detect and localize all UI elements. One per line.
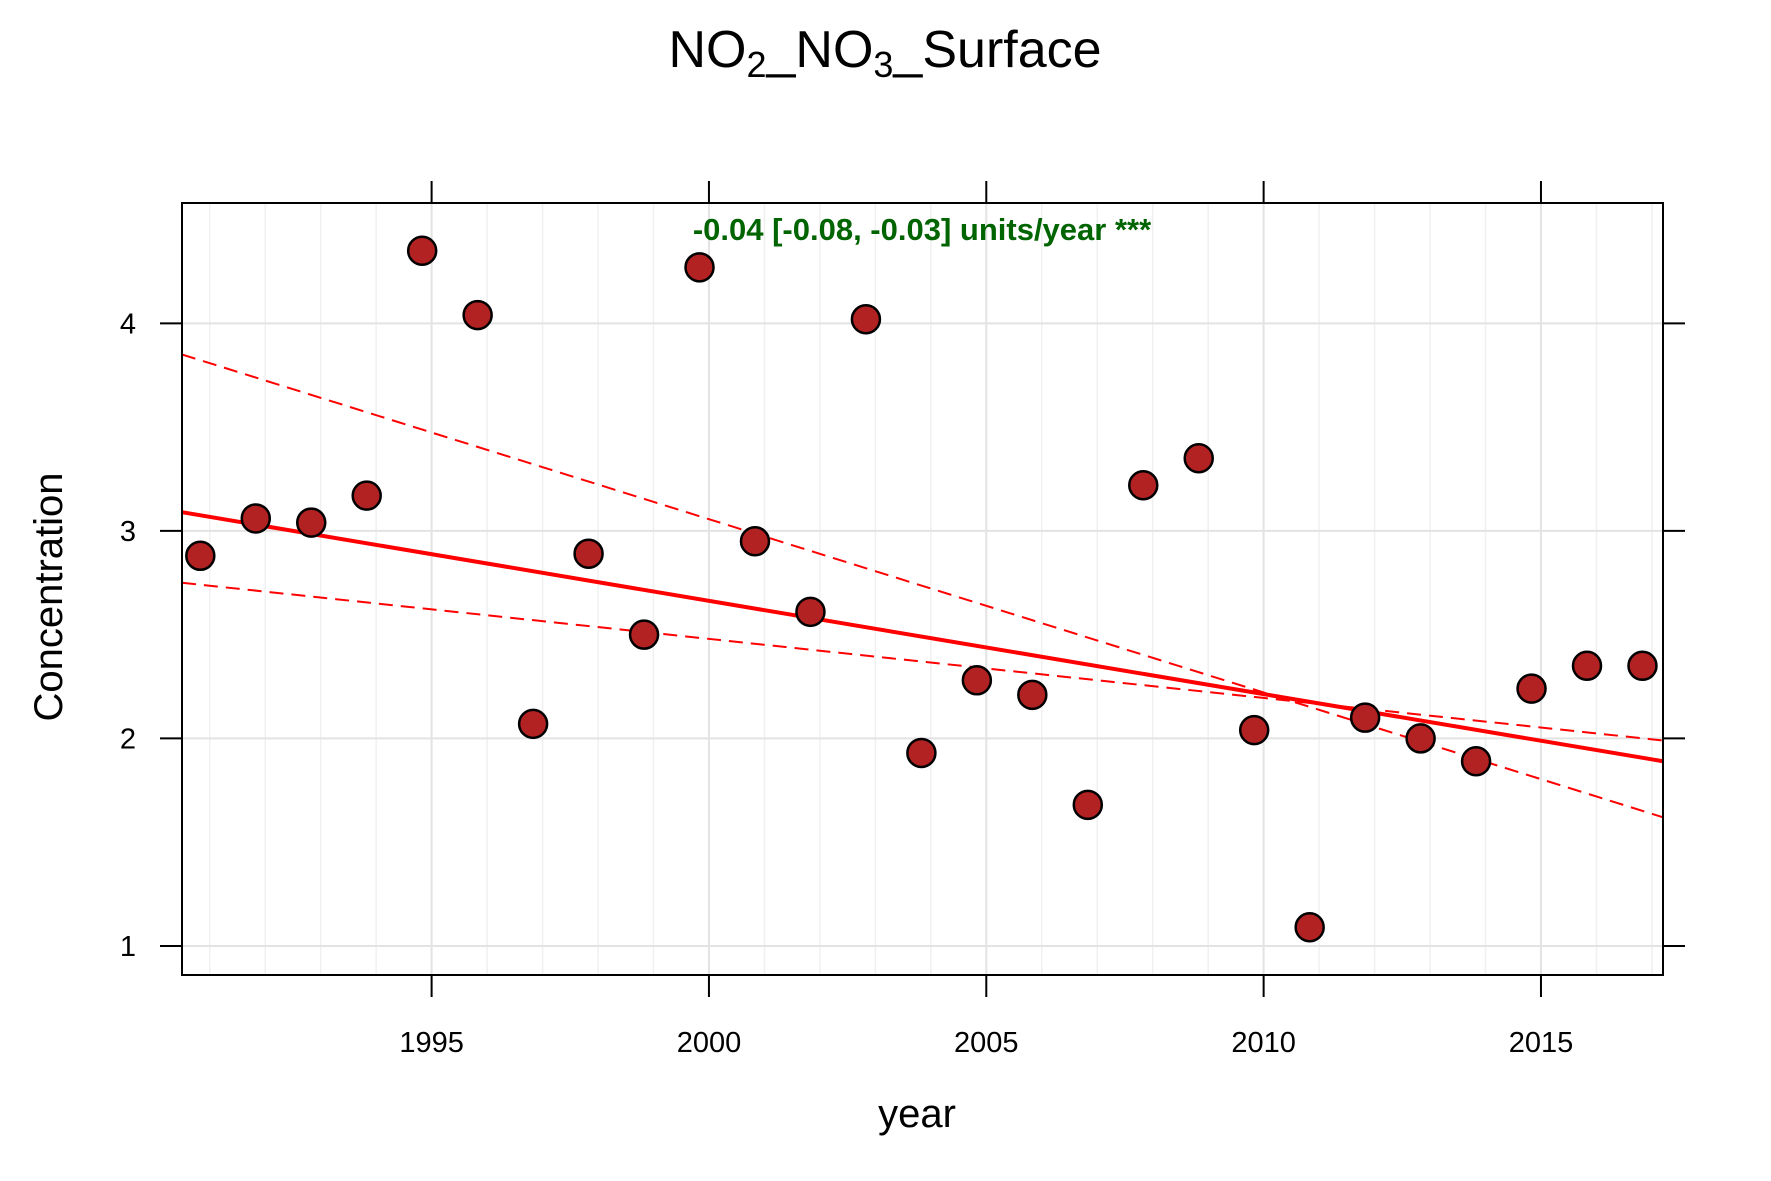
data-point [462,299,493,331]
confidence-interval-lines [181,353,1664,819]
y-tick-labels: 1 2 3 4 [120,308,136,963]
x-tick-label: 1995 [399,1027,464,1059]
data-point [684,252,715,283]
plot-frame [181,202,1664,976]
data-point [1571,650,1603,682]
x-axis-title: year [878,1092,956,1136]
data-point [1349,702,1381,733]
chart-title: NO2_NO3_Surface [668,21,1101,85]
title-part-prefix: NO [668,21,746,79]
data-point [240,503,272,534]
data-point [1460,745,1492,777]
title-part-suffix: _Surface [892,21,1101,79]
y-tick-label: 4 [120,308,136,340]
title-part-mid: _NO [765,21,873,79]
data-point [739,526,771,557]
data-point [1294,912,1325,943]
x-tick-label: 2000 [677,1027,742,1059]
data-point [1405,723,1436,754]
data-point [517,708,549,740]
x-tick-label: 2005 [954,1027,1019,1059]
x-tick-label: 2010 [1231,1027,1296,1059]
trend-line-group [181,510,1664,764]
data-point [795,596,826,628]
data-point [906,737,937,769]
data-point [1017,679,1048,711]
x-tick-labels: 1995 2000 2005 2010 2015 [399,1027,1573,1059]
data-point [1183,443,1214,474]
x-tick-label: 2015 [1509,1027,1574,1059]
axis-ticks [160,181,1685,997]
data-point [295,507,327,538]
ci-upper-line [181,353,1664,819]
trend-annotation: -0.04 [-0.08, -0.03] units/year *** [693,212,1152,247]
data-point [1516,673,1547,704]
data-point [185,540,216,572]
data-point [573,538,604,569]
data-point [850,303,882,335]
data-point [1238,714,1270,746]
grid-lines [182,203,1663,975]
data-point [1072,789,1104,821]
data-point [1128,469,1159,501]
y-tick-label: 3 [120,516,136,548]
data-point [351,480,382,511]
y-axis-title: Concentration [27,472,71,721]
data-point [1627,650,1658,682]
data-point [406,235,438,266]
title-subscript-1: 2 [746,44,766,85]
y-tick-label: 2 [120,723,136,755]
data-point [961,665,993,696]
data-points [185,235,1658,943]
title-subscript-2: 3 [873,44,893,85]
y-tick-label: 1 [120,931,136,963]
ci-lower-line [181,581,1664,742]
trend-line [181,510,1664,764]
data-point [628,619,660,650]
